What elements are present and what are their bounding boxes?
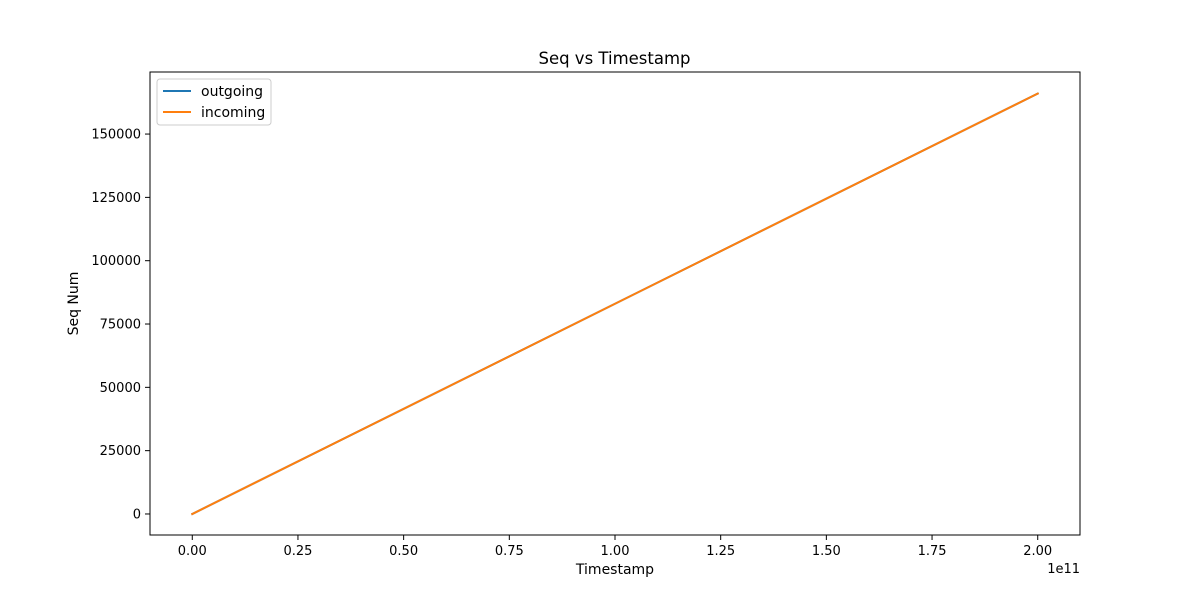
y-tick-label: 25000 [100, 444, 141, 459]
x-axis-label: Timestamp [575, 562, 654, 578]
series-layer [190, 92, 1040, 516]
x-tick-label: 1.25 [706, 544, 735, 559]
legend: outgoing incoming [156, 78, 272, 126]
series-line-incoming [190, 92, 1040, 516]
x-tick-label: 0.00 [178, 544, 207, 559]
y-tick-label: 125000 [91, 191, 141, 206]
y-tick-label: 100000 [91, 254, 141, 269]
y-tick-label: 75000 [100, 318, 141, 333]
x-tick-label: 2.00 [1023, 544, 1052, 559]
legend-label-incoming: incoming [201, 105, 265, 121]
y-tick-label: 0 [133, 507, 141, 522]
x-tick-label: 0.50 [389, 544, 418, 559]
x-tick-label: 0.25 [283, 544, 312, 559]
x-axis-offset-label: 1e11 [1047, 562, 1080, 577]
x-tick-label: 1.50 [812, 544, 841, 559]
x-axis: 0.00 0.25 0.50 0.75 1.00 1.25 1.50 1.75 2.00 [178, 535, 1052, 559]
chart-title: Seq vs Timestamp [538, 49, 690, 68]
y-axis-label: Seq Num [66, 272, 82, 336]
x-tick-label: 1.00 [601, 544, 630, 559]
legend-label-outgoing: outgoing [201, 84, 263, 100]
y-tick-label: 50000 [100, 381, 141, 396]
x-tick-label: 0.75 [495, 544, 524, 559]
y-axis: 0 25000 50000 75000 100000 125000 150000 [91, 128, 150, 522]
x-tick-label: 1.75 [918, 544, 947, 559]
y-tick-label: 150000 [91, 128, 141, 143]
